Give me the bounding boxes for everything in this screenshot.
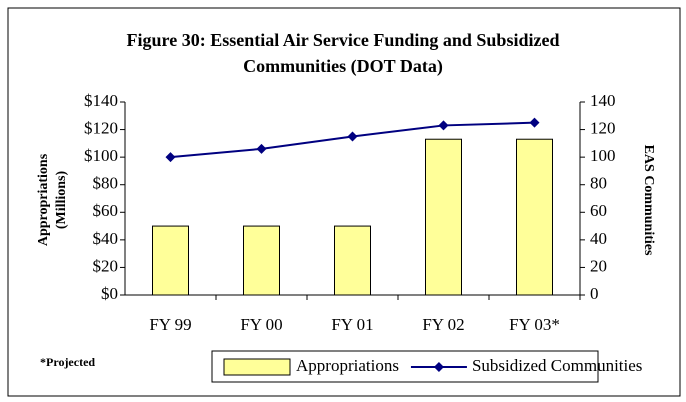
marker — [256, 143, 267, 154]
y2-tick-label: 60 — [590, 201, 607, 220]
bar — [243, 225, 280, 296]
y-tick-label: $0 — [101, 284, 118, 303]
chart-title: Figure 30: Essential Air Service Funding… — [127, 30, 560, 50]
bar — [425, 138, 462, 296]
x-tick-label: FY 99 — [149, 315, 191, 334]
x-tick-label: FY 01 — [331, 315, 373, 334]
legend-label: Appropriations — [296, 356, 399, 375]
legend-label: Subsidized Communities — [472, 356, 642, 375]
legend-marker — [433, 362, 444, 372]
y2-tick-label: 80 — [590, 174, 607, 193]
marker — [347, 131, 358, 142]
bar — [152, 225, 189, 296]
y-tick-label: $80 — [93, 174, 119, 193]
chart-frame — [7, 7, 681, 397]
y-tick-label: $40 — [93, 229, 119, 248]
x-tick-label: FY 00 — [240, 315, 282, 334]
marker — [438, 120, 449, 131]
x-tick-label: FY 03* — [509, 315, 560, 334]
bar — [334, 225, 371, 296]
legend-swatch — [223, 358, 291, 376]
y2-tick-label: 140 — [590, 91, 616, 110]
y-tick-label: $100 — [84, 146, 118, 165]
y2-tick-label: 20 — [590, 256, 607, 275]
y2-tick-label: 40 — [590, 229, 607, 248]
note: *Projected — [40, 355, 95, 369]
y-axis-title: (Millions) — [54, 171, 69, 230]
bar — [516, 138, 553, 296]
marker — [529, 117, 540, 128]
y2-tick-label: 120 — [590, 118, 616, 137]
y-tick-label: $20 — [93, 256, 119, 275]
y2-axis-title: EAS Communities — [641, 145, 656, 256]
y-axis-title: Appropriations — [36, 153, 51, 246]
y2-tick-label: 100 — [590, 146, 616, 165]
y-tick-label: $120 — [84, 118, 118, 137]
y-tick-label: $60 — [93, 201, 119, 220]
marker — [165, 152, 176, 163]
y-tick-label: $140 — [84, 91, 118, 110]
y2-tick-label: 0 — [590, 284, 599, 303]
x-tick-label: FY 02 — [422, 315, 464, 334]
chart-title: Communities (DOT Data) — [243, 56, 443, 77]
